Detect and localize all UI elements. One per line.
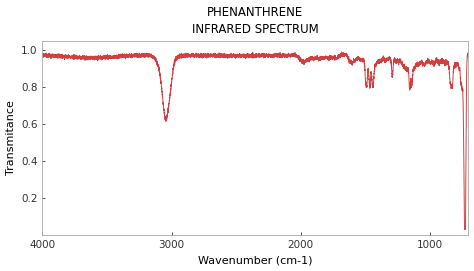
Y-axis label: Transmitance: Transmitance (6, 101, 16, 175)
Title: PHENANTHRENE
INFRARED SPECTRUM: PHENANTHRENE INFRARED SPECTRUM (192, 6, 319, 36)
X-axis label: Wavenumber (cm-1): Wavenumber (cm-1) (198, 256, 313, 265)
